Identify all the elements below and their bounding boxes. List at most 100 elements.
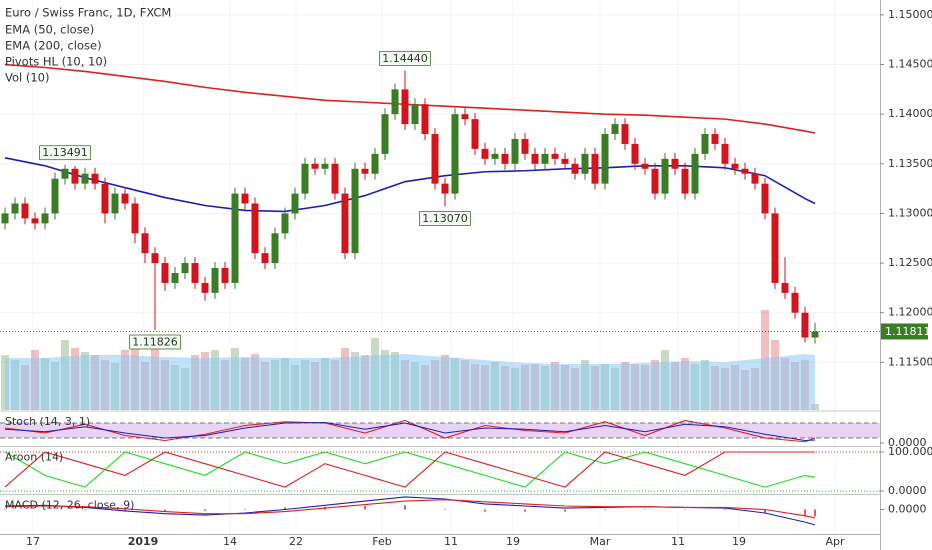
- macd-hist: [4, 508, 6, 510]
- candle-body: [491, 153, 499, 159]
- macd-hist: [724, 509, 726, 511]
- candle-body: [71, 168, 79, 184]
- candle-body: [151, 253, 159, 264]
- candle-body: [201, 282, 209, 293]
- candle-body: [361, 168, 369, 174]
- candle-body: [581, 153, 589, 174]
- candle-body: [641, 163, 649, 169]
- stoch-line: [4, 419, 816, 443]
- volume: [1, 310, 819, 410]
- pane-label: Aroon (14): [5, 451, 63, 464]
- candle-body: [291, 193, 299, 214]
- candle-body: [691, 153, 699, 194]
- indicator-panes: Stoch (14, 3, 1) Aroon (14) MACD (12, 26, …: [0, 410, 932, 526]
- candle-body: [11, 203, 19, 214]
- candle-body: [351, 168, 359, 254]
- x-tick-label: Apr: [825, 535, 845, 548]
- ema-line: [4, 157, 816, 213]
- aroon-line: [4, 451, 816, 488]
- candle-body: [1, 213, 9, 224]
- candle-body: [551, 153, 559, 159]
- candle-body: [61, 168, 69, 179]
- y-tick-label: 100.0000: [888, 445, 932, 458]
- candle-body: [331, 163, 339, 194]
- legend-entry: EMA (200, close): [5, 39, 102, 53]
- candle-body: [811, 331, 819, 338]
- grid: [0, 0, 880, 534]
- pivot-box: [379, 51, 431, 66]
- candle-body: [591, 153, 599, 184]
- candle-body: [781, 282, 789, 293]
- pivot-label: 1.14440: [382, 52, 428, 65]
- stoch-band: [0, 423, 880, 438]
- macd-hist: [644, 509, 646, 510]
- candle-body: [311, 163, 319, 169]
- aroon-line: [4, 451, 815, 488]
- price-pane: 1.13491 1.14440 1.13070 1.11826: [0, 51, 880, 350]
- candle-body: [701, 134, 709, 154]
- candle-body: [421, 104, 429, 135]
- y-tick-label: 1.12500: [888, 256, 932, 269]
- macd-hist: [44, 508, 46, 510]
- candle-body: [621, 124, 629, 144]
- y-tick-label: 1.13000: [888, 206, 932, 219]
- candle-body: [411, 104, 419, 125]
- candle-body: [611, 124, 619, 135]
- candle-body: [731, 163, 739, 169]
- macd-hist: [484, 509, 486, 512]
- candle-body: [91, 173, 99, 184]
- pivot-box: [419, 211, 471, 226]
- candle-body: [471, 119, 479, 149]
- candle-body: [741, 168, 749, 174]
- candle-body: [451, 114, 459, 194]
- candle-body: [101, 183, 109, 214]
- candle-body: [181, 263, 189, 274]
- stoch-line: [4, 421, 816, 442]
- candle-body: [631, 143, 639, 164]
- candle-body: [241, 193, 249, 204]
- candle-body: [121, 193, 129, 204]
- candle-body: [191, 263, 199, 283]
- macd-hist: [84, 509, 86, 511]
- y-tick-label: 1.15000: [888, 8, 932, 21]
- candle-body: [681, 168, 689, 194]
- macd-hist: [814, 509, 816, 517]
- x-tick-label: 14: [223, 535, 237, 548]
- volume-ma: [5, 354, 815, 410]
- candle-body: [81, 173, 89, 184]
- x-tick-label: 22: [289, 535, 303, 548]
- legend: Euro / Swiss Franc, 1D, FXCM EMA (50, cl…: [5, 6, 171, 85]
- macd-hist: [444, 508, 446, 510]
- x-tick-label: 19: [732, 535, 746, 548]
- candle-body: [141, 233, 149, 254]
- y-tick-label: 1.13500: [888, 157, 932, 170]
- candle-body: [31, 218, 39, 224]
- x-tick-label: 17: [26, 535, 40, 548]
- candle-body: [371, 153, 379, 174]
- y-tick-label: 0.0000: [888, 436, 927, 449]
- pivot-box: [39, 145, 91, 161]
- pane-label: Stoch (14, 3, 1): [5, 415, 90, 428]
- candle-body: [461, 114, 469, 120]
- pivot-label: 1.11826: [132, 335, 178, 348]
- candle-body: [321, 163, 329, 169]
- x-tick-label: 11: [671, 535, 685, 548]
- y-tick-label: 0.0000: [888, 484, 927, 497]
- candle-body: [111, 193, 119, 214]
- candle-body: [381, 114, 389, 154]
- candle-body: [791, 292, 799, 313]
- candle-body: [511, 138, 519, 164]
- macd-hist: [164, 509, 166, 512]
- candle-body: [391, 89, 399, 115]
- x-tick-label: Mar: [590, 535, 611, 548]
- candle-body: [171, 273, 179, 283]
- candle-body: [261, 253, 269, 264]
- macd-hist: [524, 509, 526, 512]
- y-tick-label: 0.0000: [888, 503, 927, 516]
- candle-body: [671, 158, 679, 169]
- candle-body: [481, 148, 489, 159]
- candle-body: [41, 213, 49, 224]
- legend-entry: Vol (10): [5, 71, 49, 85]
- pivot-box: [129, 334, 181, 350]
